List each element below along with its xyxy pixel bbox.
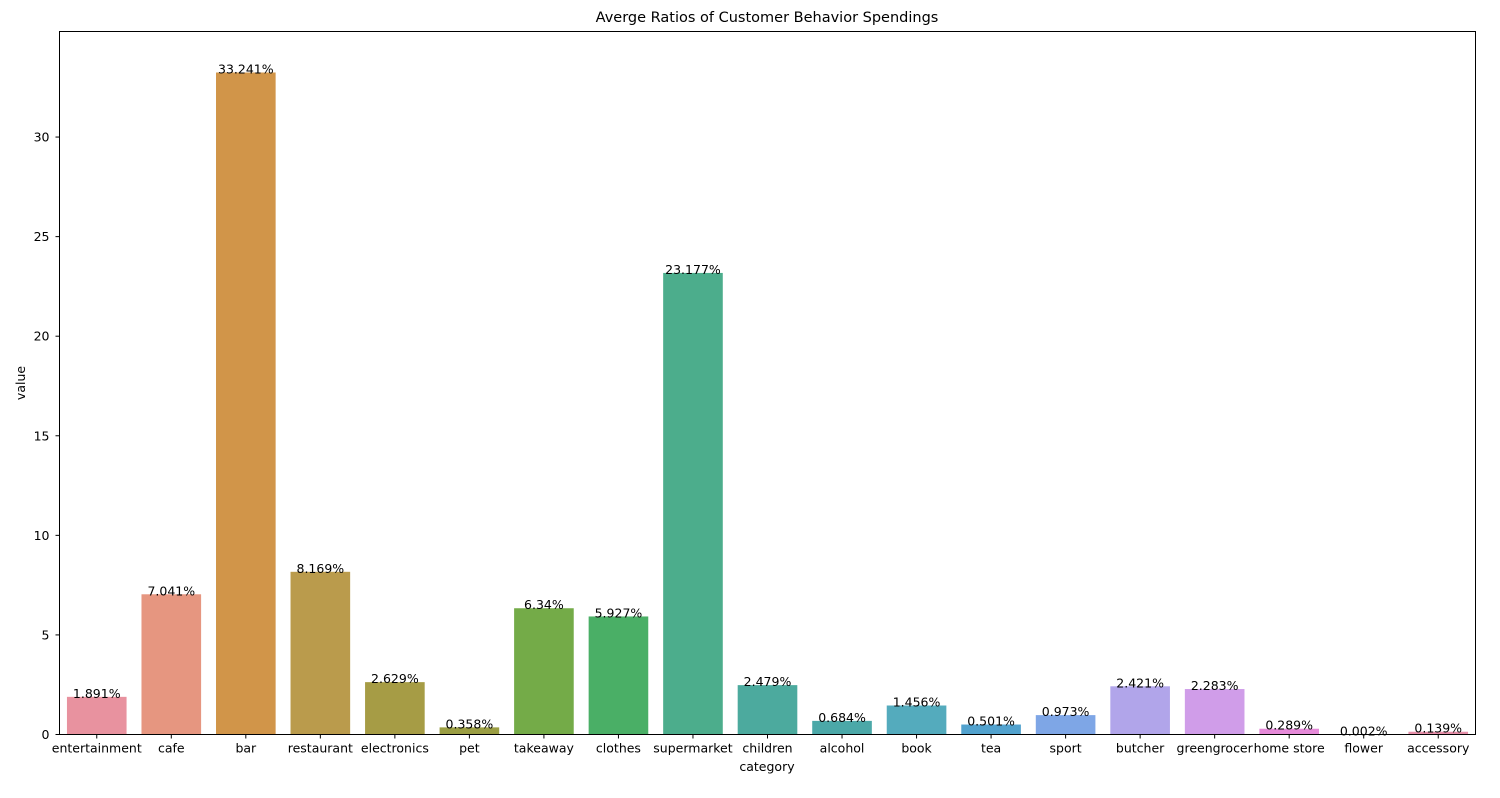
y-tick-label-0: 0 <box>42 727 50 742</box>
data-label-takeaway: 6.34% <box>524 597 564 612</box>
data-label-greengrocer: 2.283% <box>1191 678 1239 693</box>
data-label-supermarket: 23.177% <box>665 262 721 277</box>
y-tick-label-20: 20 <box>34 329 50 344</box>
x-tick-label-tea: tea <box>981 741 1001 756</box>
bar-accessory <box>1408 731 1469 735</box>
x-tick-label-butcher: butcher <box>1116 741 1165 756</box>
x-tick-label-takeaway: takeaway <box>514 741 575 756</box>
x-tick-label-electronics: electronics <box>361 741 429 756</box>
data-label-alcohol: 0.684% <box>818 710 866 725</box>
data-label-tea: 0.501% <box>967 714 1015 729</box>
data-label-cafe: 7.041% <box>147 583 195 598</box>
y-tick-label-10: 10 <box>34 528 50 543</box>
x-tick-label-home-store: home store <box>1254 741 1325 756</box>
bar-takeaway <box>514 608 574 735</box>
y-axis: 0 5 10 15 20 25 30 <box>34 130 60 742</box>
bar-clothes <box>588 616 649 735</box>
x-tick-label-accessory: accessory <box>1407 741 1470 756</box>
x-axis: entertainment cafe bar restaurant electronic… <box>52 734 1470 756</box>
x-tick-label-clothes: clothes <box>596 741 641 756</box>
data-label-electronics: 2.629% <box>371 671 419 686</box>
bar-supermarket <box>663 272 723 735</box>
y-axis-title: value <box>13 366 28 400</box>
bar-home-store <box>1259 728 1319 735</box>
bars-group <box>66 72 1469 735</box>
x-tick-label-greengrocer: greengrocer <box>1177 741 1254 756</box>
x-tick-label-cafe: cafe <box>158 741 185 756</box>
data-label-pet: 0.358% <box>446 716 494 731</box>
data-label-book: 1.456% <box>893 695 941 710</box>
x-axis-title: category <box>739 759 795 774</box>
x-tick-label-alcohol: alcohol <box>820 741 865 756</box>
bar-sport <box>1035 715 1096 735</box>
bar-electronics <box>365 682 425 735</box>
x-tick-label-bar: bar <box>235 741 257 756</box>
data-label-clothes: 5.927% <box>595 605 643 620</box>
bar-children <box>737 685 798 735</box>
bar-alcohol <box>812 720 872 735</box>
bar-book <box>886 705 947 735</box>
y-tick-label-5: 5 <box>42 627 50 642</box>
data-label-sport: 0.973% <box>1042 704 1090 719</box>
bar-restaurant <box>290 571 351 735</box>
data-label-bar: 33.241% <box>218 62 274 77</box>
bar-entertainment <box>66 696 127 735</box>
y-tick-label-15: 15 <box>34 428 50 443</box>
x-tick-label-flower: flower <box>1344 741 1383 756</box>
data-label-entertainment: 1.891% <box>73 686 121 701</box>
x-tick-label-sport: sport <box>1050 741 1082 756</box>
bar-bar <box>216 72 276 735</box>
x-tick-label-children: children <box>742 741 792 756</box>
data-label-home-store: 0.289% <box>1265 718 1313 733</box>
chart-title: Averge Ratios of Customer Behavior Spend… <box>596 10 939 26</box>
y-tick-label-30: 30 <box>34 130 50 145</box>
x-tick-label-pet: pet <box>459 741 480 756</box>
data-label-accessory: 0.139% <box>1414 721 1462 736</box>
data-labels-group: 1.891% 7.041% 33.241% 8.169% 2.629% 0.358% 6.3… <box>73 62 1462 739</box>
y-tick-label-25: 25 <box>34 229 50 244</box>
x-tick-label-restaurant: restaurant <box>288 741 353 756</box>
bar-cafe <box>141 594 202 735</box>
bar-tea <box>961 724 1021 735</box>
x-tick-label-book: book <box>901 741 932 756</box>
data-label-butcher: 2.421% <box>1116 675 1164 690</box>
plot-frame <box>59 31 1476 735</box>
bar-greengrocer <box>1184 689 1245 735</box>
data-label-children: 2.479% <box>744 674 792 689</box>
x-tick-label-supermarket: supermarket <box>653 741 732 756</box>
data-label-restaurant: 8.169% <box>297 561 345 576</box>
bar-butcher <box>1110 686 1170 735</box>
bar-pet <box>439 727 500 735</box>
x-tick-label-entertainment: entertainment <box>52 741 142 756</box>
